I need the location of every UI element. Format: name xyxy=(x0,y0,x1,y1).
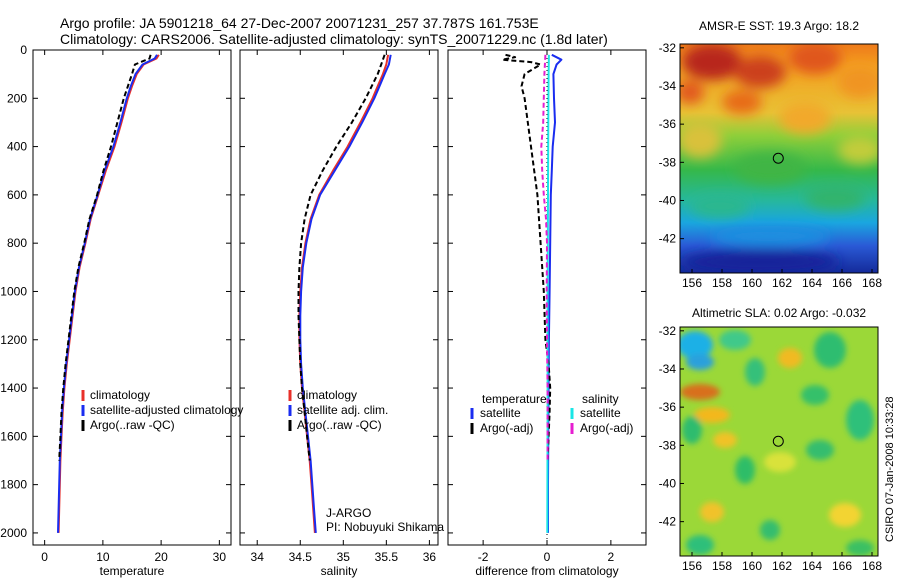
temperature-profile-xtick-label: 30 xyxy=(213,550,227,564)
sst-map-xtick-label: 162 xyxy=(772,276,792,290)
salinity-profile-series-satellite-adj-clim- xyxy=(299,54,392,533)
difference-profile-series-salinity-argo-adj- xyxy=(540,54,549,461)
sst-map-ytick-label: -34 xyxy=(659,79,677,93)
temperature-profile-legend-label: Argo(..raw -QC) xyxy=(90,418,175,432)
sst-map-image xyxy=(680,44,878,273)
header-line-1: Argo profile: JA 5901218_64 27-Dec-2007 … xyxy=(60,15,539,31)
salinity-profile-series-argo-raw-qc- xyxy=(297,54,386,461)
temperature-profile-ytick-label: 1400 xyxy=(0,381,27,395)
temperature-profile-frame xyxy=(32,49,232,546)
sla-map-ytick-label: -42 xyxy=(659,515,677,529)
sla-map-xtick-label: 168 xyxy=(862,559,882,573)
salinity-profile-xlabel: salinity xyxy=(321,564,358,578)
temperature-profile-series-argo-raw-qc- xyxy=(58,54,152,461)
sst-map-xtick-label: 156 xyxy=(682,276,702,290)
sla-map-float-marker xyxy=(772,435,784,447)
temperature-profile-ytick-label: 0 xyxy=(20,43,27,57)
temperature-profile-series-satellite-adjusted-climatology xyxy=(57,54,158,533)
temperature-profile-legend-label: satellite-adjusted climatology xyxy=(90,403,243,417)
temperature-profile-xlabel: temperature xyxy=(100,564,165,578)
temperature-profile-legend-label: climatology xyxy=(90,388,150,402)
sla-map-image xyxy=(680,327,878,556)
temperature-profile-ytick-label: 200 xyxy=(7,91,27,105)
difference-profile-series-salinity-satellite xyxy=(546,54,550,533)
salinity-profile-legend-label: satellite adj. clim. xyxy=(297,403,388,417)
difference-profile-legend-label: Argo(-adj) xyxy=(580,421,633,435)
sst-map-xtick-label: 168 xyxy=(862,276,882,290)
difference-profile-legend-title: salinity xyxy=(582,392,619,406)
sla-map-ytick-label: -40 xyxy=(659,476,677,490)
salinity-profile-annotation: J-ARGO xyxy=(326,506,371,520)
salinity-profile-xtick-label: 36 xyxy=(423,550,437,564)
sst-map-ytick-label: -40 xyxy=(659,193,677,207)
sst-map-ytick-label: -42 xyxy=(659,232,677,246)
salinity-profile-series-climatology xyxy=(298,54,390,533)
difference-profile-legend-title: temperature xyxy=(482,392,547,406)
sla-map-xtick-label: 166 xyxy=(832,559,852,573)
sst-map-title: AMSR-E SST: 19.3 Argo: 18.2 xyxy=(699,19,859,33)
sst-map-ytick-label: -38 xyxy=(659,155,677,169)
temperature-profile-ytick-label: 1000 xyxy=(0,284,27,298)
sla-map-ytick-label: -38 xyxy=(659,438,677,452)
salinity-profile-legend-label: Argo(..raw -QC) xyxy=(297,418,382,432)
temperature-profile-ytick-label: 600 xyxy=(7,188,27,202)
sla-map-xtick-label: 158 xyxy=(712,559,732,573)
sla-map-ytick-label: -34 xyxy=(659,362,677,376)
sst-map-xtick-label: 164 xyxy=(802,276,822,290)
timestamp-label: CSIRO 07-Jan-2008 10:33:28 xyxy=(884,396,896,542)
difference-profile-xtick-label: 2 xyxy=(608,550,615,564)
salinity-panel: 34 34.5 35 35.5 36 salinity climatologysatelli… xyxy=(239,49,444,578)
sst-map-ytick-label: -32 xyxy=(659,41,677,55)
difference-profile-xtick-label: -2 xyxy=(478,550,489,564)
sst-map-ytick-label: -36 xyxy=(659,117,677,131)
difference-profile-series-temperature-satellite xyxy=(547,53,563,533)
temperature-profile-ytick-label: 2000 xyxy=(0,526,27,540)
sla-map-xtick-label: 156 xyxy=(682,559,702,573)
temperature-profile-xtick-label: 20 xyxy=(154,550,168,564)
sst-map-xtick-label: 160 xyxy=(742,276,762,290)
sla-map-xtick-label: 160 xyxy=(742,559,762,573)
difference-profile-xlabel: difference from climatology xyxy=(475,564,618,578)
difference-profile-series-temperature-argo-adj- xyxy=(501,53,552,461)
sst-map-xtick-label: 158 xyxy=(712,276,732,290)
temperature-profile-ytick-label: 800 xyxy=(7,236,27,250)
map-axes: 156 158 160 162 164 166 168 -32 -34 -36 -38 -40 -42 1… xyxy=(659,41,883,573)
salinity-profile-annotation: PI: Nobuyuki Shikama xyxy=(326,520,444,534)
sla-map-ytick-label: -36 xyxy=(659,400,677,414)
difference-profile-legend-label: satellite xyxy=(480,406,521,420)
difference-profile-legend-label: satellite xyxy=(580,406,621,420)
temperature-profile-ytick-label: 1800 xyxy=(0,478,27,492)
temperature-profile-ytick-label: 1200 xyxy=(0,333,27,347)
salinity-profile-xtick-label: 34.5 xyxy=(289,550,313,564)
sst-map-xtick-label: 166 xyxy=(832,276,852,290)
temperature-profile-ytick-label: 400 xyxy=(7,140,27,154)
difference-profile-xtick-label: 0 xyxy=(544,550,551,564)
sst-map-float-marker xyxy=(772,152,784,164)
salinity-profile-legend-label: climatology xyxy=(297,388,357,402)
sla-map-xtick-label: 162 xyxy=(772,559,792,573)
difference-profile-legend-label: Argo(-adj) xyxy=(480,421,533,435)
sla-map-title: Altimetric SLA: 0.02 Argo: -0.032 xyxy=(692,306,866,320)
salinity-profile-xtick-label: 35.5 xyxy=(375,550,399,564)
salinity-profile-xtick-label: 34 xyxy=(251,550,265,564)
salinity-profile-xtick-label: 35 xyxy=(337,550,351,564)
temperature-profile-xtick-label: 0 xyxy=(41,550,48,564)
temperature-profile-xtick-label: 10 xyxy=(96,550,110,564)
temperature-profile-ytick-label: 1600 xyxy=(0,429,27,443)
temperature-panel: 0 10 20 30 temperature 0 200 400 600 800 1000 1200 1… xyxy=(0,43,243,578)
sla-map-xtick-label: 164 xyxy=(802,559,822,573)
salinity-profile-frame xyxy=(239,49,439,546)
header-line-2: Climatology: CARS2006. Satellite-adjuste… xyxy=(60,31,608,47)
sla-map-ytick-label: -32 xyxy=(659,324,677,338)
